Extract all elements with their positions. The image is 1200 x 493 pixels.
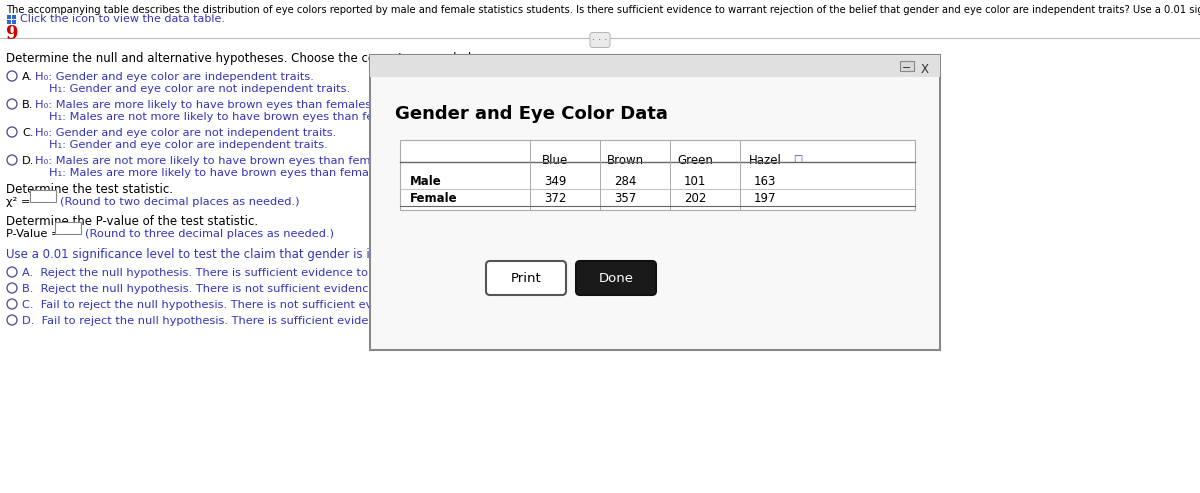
Text: Determine the P-value of the test statistic.: Determine the P-value of the test statis… (6, 215, 258, 228)
Text: 9: 9 (6, 25, 18, 43)
Text: H₀: Males are more likely to have brown eyes than females.: H₀: Males are more likely to have brown … (35, 100, 374, 110)
Text: H₁: Gender and eye color are not independent traits.: H₁: Gender and eye color are not indepen… (49, 84, 350, 94)
Text: 101: 101 (684, 175, 706, 188)
Text: H₀: Gender and eye color are independent traits.: H₀: Gender and eye color are independent… (35, 72, 314, 82)
Text: 372: 372 (544, 192, 566, 205)
Text: Click the icon to view the data table.: Click the icon to view the data table. (20, 14, 226, 24)
FancyBboxPatch shape (55, 222, 82, 234)
Text: The accompanying table describes the distribution of eye colors reported by male: The accompanying table describes the dis… (6, 5, 1200, 15)
Bar (7, 15, 11, 19)
Text: H₁: Gender and eye color are independent traits.: H₁: Gender and eye color are independent… (49, 140, 328, 150)
Text: Print: Print (511, 273, 541, 285)
Text: (Round to three decimal places as needed.): (Round to three decimal places as needed… (85, 229, 334, 239)
Text: H₁: Males are not more likely to have brown eyes than females.: H₁: Males are not more likely to have br… (49, 112, 410, 122)
Text: Green: Green (677, 154, 713, 167)
Text: H₁: Males are more likely to have brown eyes than females.: H₁: Males are more likely to have brown … (49, 168, 389, 178)
Text: H₀: Males are not more likely to have brown eyes than females.: H₀: Males are not more likely to have br… (35, 156, 397, 166)
Bar (12, 15, 16, 19)
Text: Brown: Brown (606, 154, 643, 167)
Bar (7, 20, 11, 24)
Text: · · ·: · · · (593, 35, 607, 45)
Bar (12, 20, 16, 24)
Text: Male: Male (410, 175, 442, 188)
FancyBboxPatch shape (400, 140, 916, 210)
FancyBboxPatch shape (370, 55, 940, 350)
FancyBboxPatch shape (370, 55, 940, 77)
Text: 357: 357 (614, 192, 636, 205)
Text: D.: D. (22, 156, 35, 166)
Text: B.  Reject the null hypothesis. There is not sufficient evidence to warrant reje: B. Reject the null hypothesis. There is … (22, 284, 797, 294)
Text: 163: 163 (754, 175, 776, 188)
Text: A.: A. (22, 72, 34, 82)
Text: C.: C. (22, 128, 34, 138)
Text: 284: 284 (614, 175, 636, 188)
Text: Blue: Blue (542, 154, 568, 167)
Text: χ² =: χ² = (6, 197, 30, 207)
Text: D.  Fail to reject the null hypothesis. There is sufficient evidence to warrant : D. Fail to reject the null hypothesis. T… (22, 316, 810, 326)
Text: 197: 197 (754, 192, 776, 205)
Text: Determine the null and alternative hypotheses. Choose the correct answer below.: Determine the null and alternative hypot… (6, 52, 491, 65)
Text: 202: 202 (684, 192, 706, 205)
Text: Gender and Eye Color Data: Gender and Eye Color Data (395, 105, 668, 123)
Text: (Round to two decimal places as needed.): (Round to two decimal places as needed.) (60, 197, 300, 207)
Text: C.  Fail to reject the null hypothesis. There is not sufficient evidence to warr: C. Fail to reject the null hypothesis. T… (22, 300, 832, 310)
Text: Determine the test statistic.: Determine the test statistic. (6, 183, 173, 196)
Text: Female: Female (410, 192, 457, 205)
Text: □: □ (793, 154, 803, 164)
Text: Use a 0.01 significance level to test the claim that gender is independent of ey: Use a 0.01 significance level to test th… (6, 248, 517, 261)
FancyBboxPatch shape (30, 190, 56, 202)
Text: Hazel: Hazel (749, 154, 781, 167)
Text: −: − (902, 63, 912, 73)
FancyBboxPatch shape (486, 261, 566, 295)
Text: P-Value =: P-Value = (6, 229, 60, 239)
FancyBboxPatch shape (900, 61, 914, 71)
Text: B.: B. (22, 100, 34, 110)
Text: 349: 349 (544, 175, 566, 188)
FancyBboxPatch shape (576, 261, 656, 295)
Text: A.  Reject the null hypothesis. There is sufficient evidence to warrant rejectio: A. Reject the null hypothesis. There is … (22, 268, 774, 278)
Text: Done: Done (599, 273, 634, 285)
Text: X: X (922, 63, 929, 76)
Text: H₀: Gender and eye color are not independent traits.: H₀: Gender and eye color are not indepen… (35, 128, 336, 138)
